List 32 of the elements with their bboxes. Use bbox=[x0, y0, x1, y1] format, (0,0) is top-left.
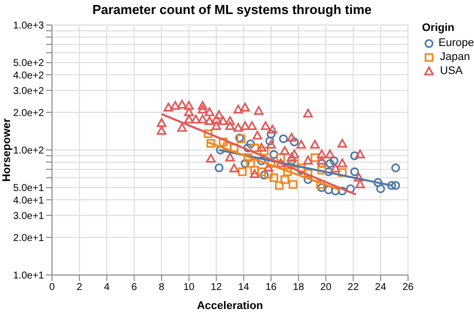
x-tick-label: 22 bbox=[348, 282, 360, 294]
x-tick-label: 18 bbox=[292, 282, 304, 294]
x-tick-label: 12 bbox=[210, 282, 222, 294]
x-tick-label: 4 bbox=[104, 282, 110, 294]
legend-label: Japan bbox=[439, 50, 471, 64]
y-tick-label: 3.0e+2 bbox=[13, 86, 44, 97]
legend-label: USA bbox=[439, 64, 464, 78]
y-tick-label: 4.0e+2 bbox=[13, 70, 44, 82]
y-tick-label: 5.0e+2 bbox=[13, 58, 44, 70]
x-tick-label: 2 bbox=[76, 282, 83, 294]
y-tick-label: 1.0e+2 bbox=[13, 146, 44, 157]
x-tick-label: 10 bbox=[183, 282, 195, 294]
x-tick-label: 26 bbox=[402, 282, 414, 294]
y-tick-label: 1.0e+1 bbox=[13, 270, 44, 282]
x-tick-label: 24 bbox=[375, 282, 387, 294]
y-tick-label: 2.0e+2 bbox=[13, 108, 44, 119]
x-tick-label: 20 bbox=[320, 282, 332, 294]
y-tick-label: 5.0e+1 bbox=[13, 183, 44, 194]
y-tick-label: 4.0e+1 bbox=[13, 195, 44, 206]
legend-title: Origin bbox=[422, 22, 456, 34]
y-tick-label: 2.0e+1 bbox=[13, 232, 44, 244]
x-tick-label: 8 bbox=[158, 282, 165, 294]
chart-title: Parameter count of ML systems through time bbox=[91, 2, 373, 17]
y-tick-label: 1.0e+3 bbox=[13, 20, 44, 32]
x-tick-label: 14 bbox=[238, 282, 250, 294]
x-tick-label: 0 bbox=[49, 282, 56, 294]
x-tick-label: 6 bbox=[131, 282, 138, 294]
y-tick-label: 3.0e+1 bbox=[13, 210, 44, 222]
x-axis-title: Acceleration bbox=[196, 300, 264, 312]
x-tick-label: 16 bbox=[266, 282, 278, 294]
y-axis-title: Horsepower bbox=[0, 118, 13, 182]
legend-label: Europe bbox=[438, 36, 474, 50]
